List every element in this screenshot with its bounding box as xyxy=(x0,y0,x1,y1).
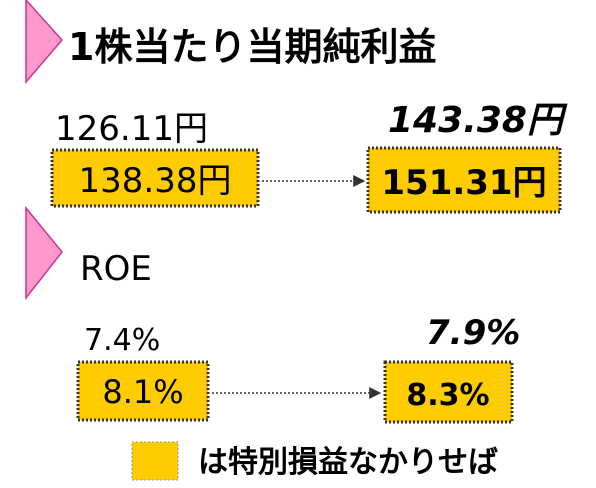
prior-value: 126.11円 xyxy=(55,109,208,149)
legend-swatch xyxy=(131,441,179,481)
adjusted-box xyxy=(366,146,562,214)
bullet-triangle xyxy=(25,0,63,85)
adjusted-box xyxy=(383,360,514,424)
adjusted-box xyxy=(76,360,210,422)
prior-value: 7.4% xyxy=(84,323,160,358)
section-title: ROE xyxy=(80,249,152,289)
legend-label: は特別損益なかりせば xyxy=(198,445,498,480)
prior-adjusted-value: 138.38円 xyxy=(79,161,232,201)
current-value: 143.38円 xyxy=(388,100,568,141)
current-adjusted-value: 151.31円 xyxy=(381,163,546,203)
current-adjusted-value: 8.3% xyxy=(406,378,489,413)
adjusted-box xyxy=(50,148,260,208)
section-title: 1株当たり当期純利益 xyxy=(68,25,436,69)
bullet-triangle xyxy=(25,205,63,301)
current-value: 7.9% xyxy=(426,313,520,353)
prior-adjusted-value: 8.1% xyxy=(102,373,183,411)
